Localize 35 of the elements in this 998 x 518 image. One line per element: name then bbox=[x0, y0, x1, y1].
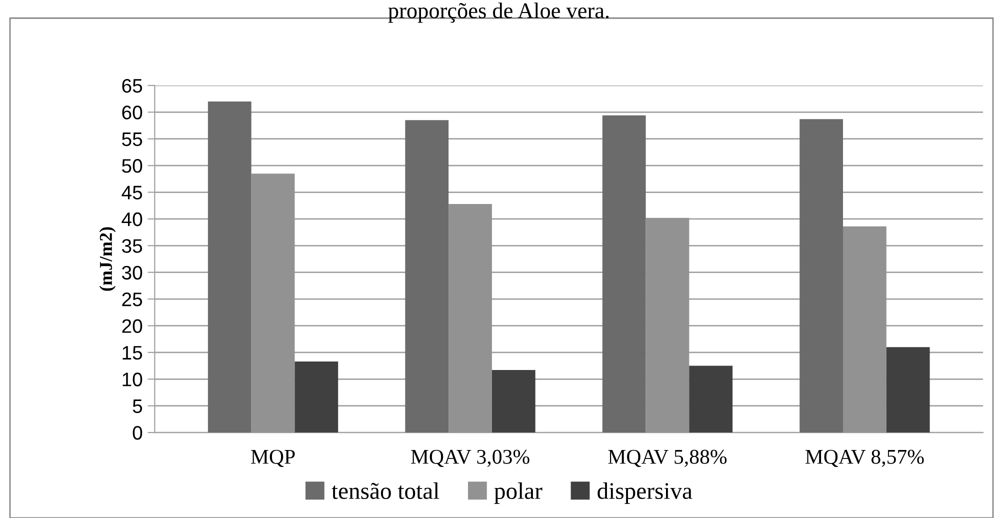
y-tick-label: 10 bbox=[122, 372, 142, 386]
x-tick-label: MQAV 5,88% bbox=[608, 450, 727, 468]
y-tick-label: 35 bbox=[122, 239, 142, 253]
bar bbox=[646, 218, 690, 433]
legend-label: dispersiva bbox=[598, 482, 692, 504]
bar bbox=[208, 101, 252, 433]
y-tick-label: 60 bbox=[122, 106, 142, 120]
y-tick-label: 20 bbox=[122, 319, 142, 333]
bar bbox=[251, 174, 295, 433]
y-tick-label: 25 bbox=[122, 292, 142, 306]
chart-title: proporções de Aloe vera. bbox=[388, 2, 609, 23]
y-tick-label: 65 bbox=[122, 78, 142, 93]
y-tick-label: 45 bbox=[122, 186, 142, 200]
x-tick-label: MQAV 3,03% bbox=[411, 450, 530, 468]
bar bbox=[448, 204, 492, 433]
bar bbox=[843, 226, 886, 433]
y-axis-title: (mJ/m2) bbox=[99, 227, 116, 291]
x-tick-label: MQAV 8,57% bbox=[805, 450, 924, 468]
x-tick-label: MQP bbox=[251, 450, 295, 468]
bar bbox=[294, 362, 338, 433]
y-tick-label: 0 bbox=[132, 426, 142, 440]
bar bbox=[689, 366, 733, 433]
legend-label: polar bbox=[494, 482, 542, 504]
y-tick-label: 30 bbox=[122, 266, 142, 280]
y-tick-label: 50 bbox=[122, 159, 142, 173]
y-tick-label: 40 bbox=[122, 212, 142, 226]
bar bbox=[492, 370, 536, 433]
y-tick-label: 5 bbox=[132, 400, 142, 414]
y-tick-label: 15 bbox=[122, 346, 142, 360]
bar bbox=[800, 119, 843, 433]
bar bbox=[405, 120, 449, 433]
bar bbox=[602, 115, 646, 433]
bar bbox=[886, 347, 930, 433]
legend-label: tensão total bbox=[332, 482, 440, 500]
y-tick-label: 55 bbox=[122, 132, 142, 146]
